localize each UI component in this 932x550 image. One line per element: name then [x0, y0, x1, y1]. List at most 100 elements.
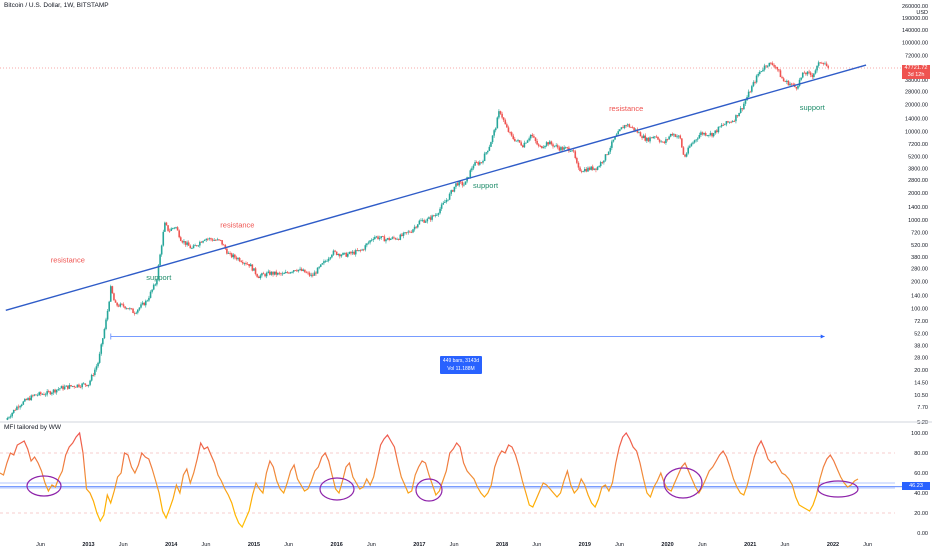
candle-body — [496, 117, 499, 129]
candle-body — [483, 153, 486, 162]
candle-body — [137, 309, 139, 313]
candle-body — [542, 147, 545, 149]
candle-body — [184, 241, 187, 245]
candle-body — [596, 166, 599, 170]
candle-body — [203, 240, 206, 241]
candle-body — [731, 121, 734, 123]
candle-body — [197, 245, 200, 247]
candle-body — [191, 248, 193, 250]
candle-body — [116, 302, 118, 306]
candle-body — [549, 141, 551, 145]
candle-body — [456, 183, 459, 186]
candle-body — [224, 245, 227, 249]
candle-body — [499, 111, 502, 114]
candle-body — [537, 144, 540, 146]
price-tick-label: 140.00 — [911, 293, 928, 299]
candle-body — [647, 137, 650, 142]
price-tick-label: 28000.00 — [905, 90, 928, 96]
candle-body — [39, 392, 42, 395]
price-tick-label: 28.00 — [914, 355, 928, 361]
candle-body — [202, 240, 204, 243]
candle-body — [474, 162, 476, 166]
candle-body — [816, 65, 818, 71]
candle-body — [277, 272, 279, 275]
candle-body — [739, 108, 742, 113]
candle-body — [471, 168, 473, 171]
trendline — [5, 64, 867, 311]
candle-body — [515, 140, 518, 142]
annotation-resistance: resistance — [609, 104, 643, 113]
candle-body — [364, 245, 367, 250]
candle-body — [399, 234, 402, 240]
time-tick-label: 2022 — [827, 542, 839, 548]
price-tick-label: 14.50 — [914, 381, 928, 387]
candle-body — [412, 229, 414, 233]
candle-body — [735, 115, 737, 122]
highlight-circle — [26, 475, 62, 497]
candle-body — [305, 272, 308, 274]
candle-body — [164, 222, 166, 232]
candle-body — [339, 254, 341, 257]
measure-tooltip[interactable]: 449 bars, 3143d Vol 11.188M — [440, 356, 482, 374]
candle-body — [677, 135, 680, 137]
candle-body — [156, 279, 158, 285]
current-price-value: 47721.72 — [904, 65, 928, 71]
candle-body — [529, 134, 532, 139]
candle-body — [100, 344, 103, 354]
candle-body — [138, 307, 141, 310]
candle-body — [81, 383, 83, 388]
candle-body — [284, 271, 287, 274]
candle-body — [517, 140, 519, 141]
candle-body — [214, 240, 217, 241]
candle-body — [738, 112, 740, 117]
candle-body — [82, 383, 85, 385]
candle-body — [730, 121, 732, 123]
candle-body — [6, 418, 9, 420]
price-tick-label: 38000.00 — [905, 78, 928, 84]
candle-body — [762, 69, 764, 72]
annotation-support: support — [473, 181, 499, 190]
highlight-circle — [319, 477, 355, 501]
candle-body — [27, 397, 29, 400]
candle-body — [51, 392, 53, 395]
candle-body — [784, 81, 787, 82]
candle-body — [776, 66, 779, 70]
time-tick-label: Jun — [367, 542, 376, 548]
candle-body — [421, 220, 424, 221]
candle-body — [711, 132, 713, 137]
candle-body — [571, 150, 573, 152]
candle-body — [552, 144, 554, 147]
candle-body — [146, 300, 149, 302]
candle-body — [679, 135, 682, 139]
candle-body — [356, 250, 359, 251]
candle-body — [409, 231, 411, 233]
candle-body — [144, 300, 147, 306]
candle-body — [105, 319, 107, 330]
candle-body — [238, 257, 241, 262]
candle-body — [307, 272, 309, 274]
candle-body — [404, 232, 406, 234]
candle-body — [510, 132, 513, 136]
candle-body — [200, 241, 203, 243]
price-tick-label: 7.70 — [917, 405, 928, 411]
candle-body — [367, 242, 370, 244]
price-tick-label: 5200.00 — [908, 154, 928, 160]
candle-body — [67, 385, 69, 389]
annotation-support: support — [800, 103, 826, 112]
candle-body — [226, 248, 228, 254]
price-tick-label: 20000.00 — [905, 103, 928, 109]
candle-body — [545, 142, 548, 146]
candle-body — [377, 236, 379, 239]
bar-countdown: 3d 12h — [907, 72, 925, 78]
candle-body — [424, 221, 427, 223]
candle-body — [381, 236, 384, 238]
candle-body — [755, 75, 758, 83]
candle-body — [420, 220, 422, 222]
candle-body — [601, 162, 604, 163]
candle-body — [622, 127, 624, 129]
candle-body — [768, 62, 771, 66]
candle-body — [623, 125, 626, 129]
candle-body — [125, 308, 128, 310]
candle-body — [41, 394, 44, 395]
candle-body — [625, 125, 627, 126]
